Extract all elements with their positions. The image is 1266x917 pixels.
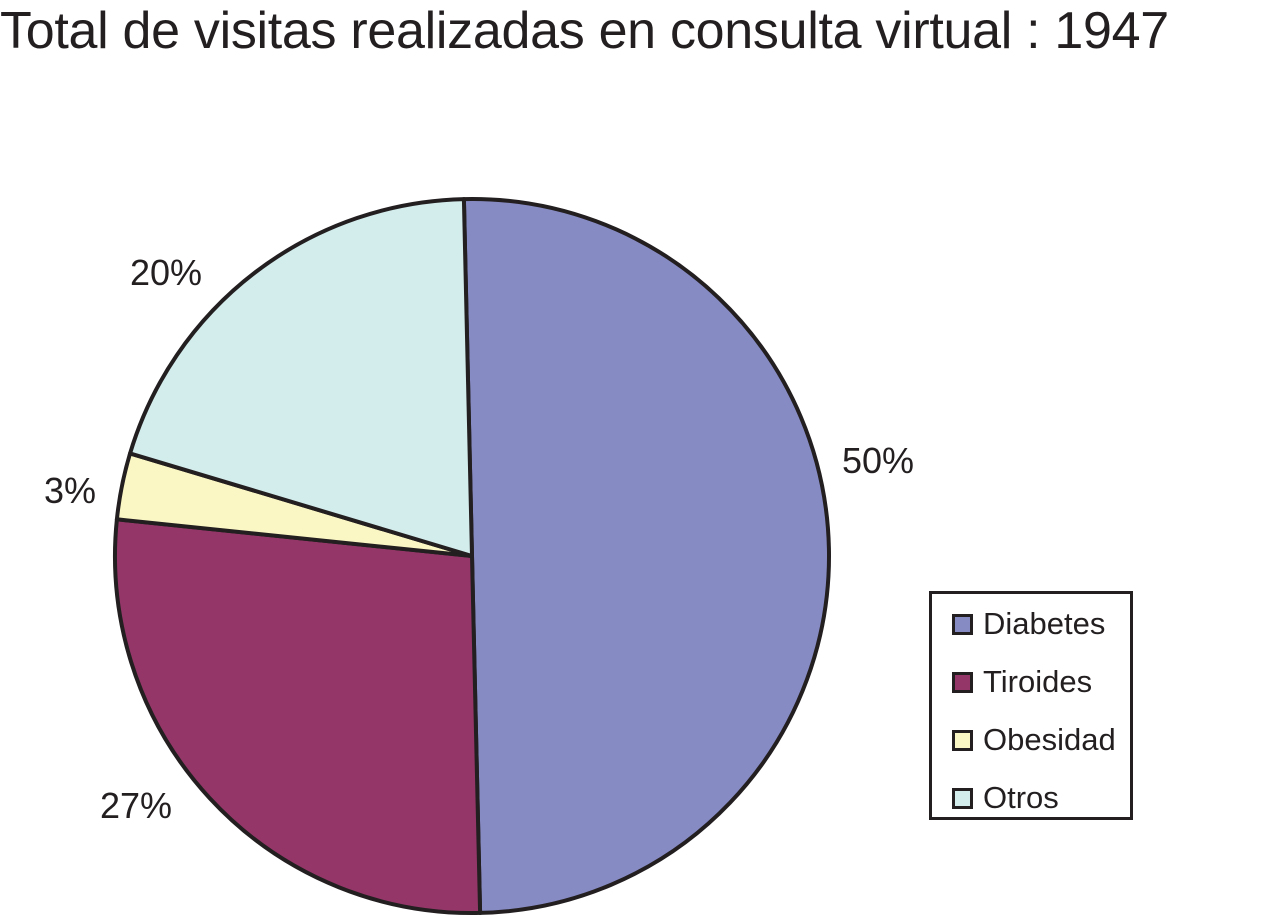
slice-label-diabetes: 50% [842,440,915,481]
slice-label-otros: 20% [130,252,203,293]
legend-label-otros: Otros [983,780,1059,815]
legend: Diabetes Tiroides Obesidad Otros [929,591,1133,820]
slice-label-obesidad: 3% [44,470,97,511]
chart-title: Total de visitas realizadas en consulta … [0,2,1169,60]
legend-swatch-diabetes [952,613,973,635]
slice-label-tiroides: 27% [100,785,173,826]
pie-slices [113,197,831,915]
legend-swatch-tiroides [952,671,973,693]
legend-item-diabetes: Diabetes [952,604,1105,644]
pie-slice-diabetes [461,197,831,915]
legend-swatch-otros [952,787,973,809]
legend-swatch-obesidad [952,729,973,751]
legend-label-tiroides: Tiroides [983,664,1093,699]
pie-slice-otros [128,197,474,558]
legend-label-diabetes: Diabetes [983,606,1106,641]
legend-item-obesidad: Obesidad [952,720,1116,760]
legend-item-otros: Otros [952,778,1059,818]
legend-item-tiroides: Tiroides [952,662,1092,702]
legend-label-obesidad: Obesidad [983,722,1116,757]
pie-slice-tiroides [113,517,483,915]
